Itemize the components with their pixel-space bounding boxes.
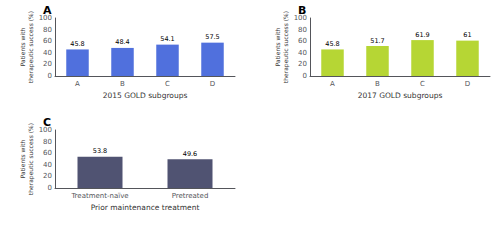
svg-text:0: 0: [48, 72, 52, 80]
svg-text:A: A: [43, 4, 52, 17]
svg-text:48.4: 48.4: [115, 38, 129, 46]
svg-text:therapeutic success (%): therapeutic success (%): [282, 11, 290, 83]
svg-text:B: B: [120, 80, 125, 88]
svg-text:20: 20: [43, 172, 52, 180]
svg-text:Patients with: Patients with: [274, 27, 281, 66]
svg-text:Prior maintenance treatment: Prior maintenance treatment: [91, 203, 200, 212]
svg-text:40: 40: [298, 49, 307, 57]
svg-text:B: B: [298, 4, 306, 17]
svg-text:D: D: [210, 80, 215, 88]
svg-text:61.9: 61.9: [415, 31, 429, 39]
svg-text:40: 40: [43, 161, 52, 169]
svg-text:60: 60: [43, 37, 52, 45]
svg-text:Treatment-naïve: Treatment-naïve: [70, 192, 128, 200]
svg-text:Pretreated: Pretreated: [172, 192, 209, 200]
svg-text:51.7: 51.7: [370, 37, 384, 45]
svg-text:0: 0: [48, 184, 52, 192]
svg-text:20: 20: [298, 60, 307, 68]
svg-text:49.6: 49.6: [183, 150, 197, 158]
svg-text:A: A: [330, 80, 335, 88]
svg-text:80: 80: [43, 26, 52, 34]
svg-text:C: C: [165, 80, 170, 88]
svg-text:100: 100: [293, 14, 307, 22]
svg-text:A: A: [75, 80, 80, 88]
svg-text:40: 40: [43, 49, 52, 57]
svg-text:2017 GOLD subgroups: 2017 GOLD subgroups: [358, 91, 443, 100]
svg-text:therapeutic success (%): therapeutic success (%): [27, 11, 35, 83]
svg-text:0: 0: [303, 72, 307, 80]
svg-text:B: B: [375, 80, 380, 88]
svg-text:60: 60: [298, 37, 307, 45]
svg-text:45.8: 45.8: [325, 40, 339, 48]
svg-text:57.5: 57.5: [205, 33, 219, 41]
svg-text:100: 100: [38, 14, 52, 22]
svg-text:2015 GOLD subgroups: 2015 GOLD subgroups: [103, 91, 188, 100]
svg-text:C: C: [43, 116, 51, 129]
svg-text:45.8: 45.8: [70, 40, 84, 48]
svg-text:100: 100: [38, 126, 52, 134]
svg-text:Patients with: Patients with: [19, 27, 26, 66]
svg-text:61: 61: [463, 31, 471, 39]
svg-text:54.1: 54.1: [160, 35, 174, 43]
svg-text:C: C: [420, 80, 425, 88]
svg-text:53.8: 53.8: [93, 147, 107, 155]
svg-text:80: 80: [298, 26, 307, 34]
svg-text:80: 80: [43, 138, 52, 146]
svg-text:20: 20: [43, 60, 52, 68]
svg-text:60: 60: [43, 149, 52, 157]
svg-text:therapeutic success (%): therapeutic success (%): [27, 123, 35, 195]
svg-text:Patients with: Patients with: [19, 139, 26, 178]
svg-text:D: D: [465, 80, 470, 88]
